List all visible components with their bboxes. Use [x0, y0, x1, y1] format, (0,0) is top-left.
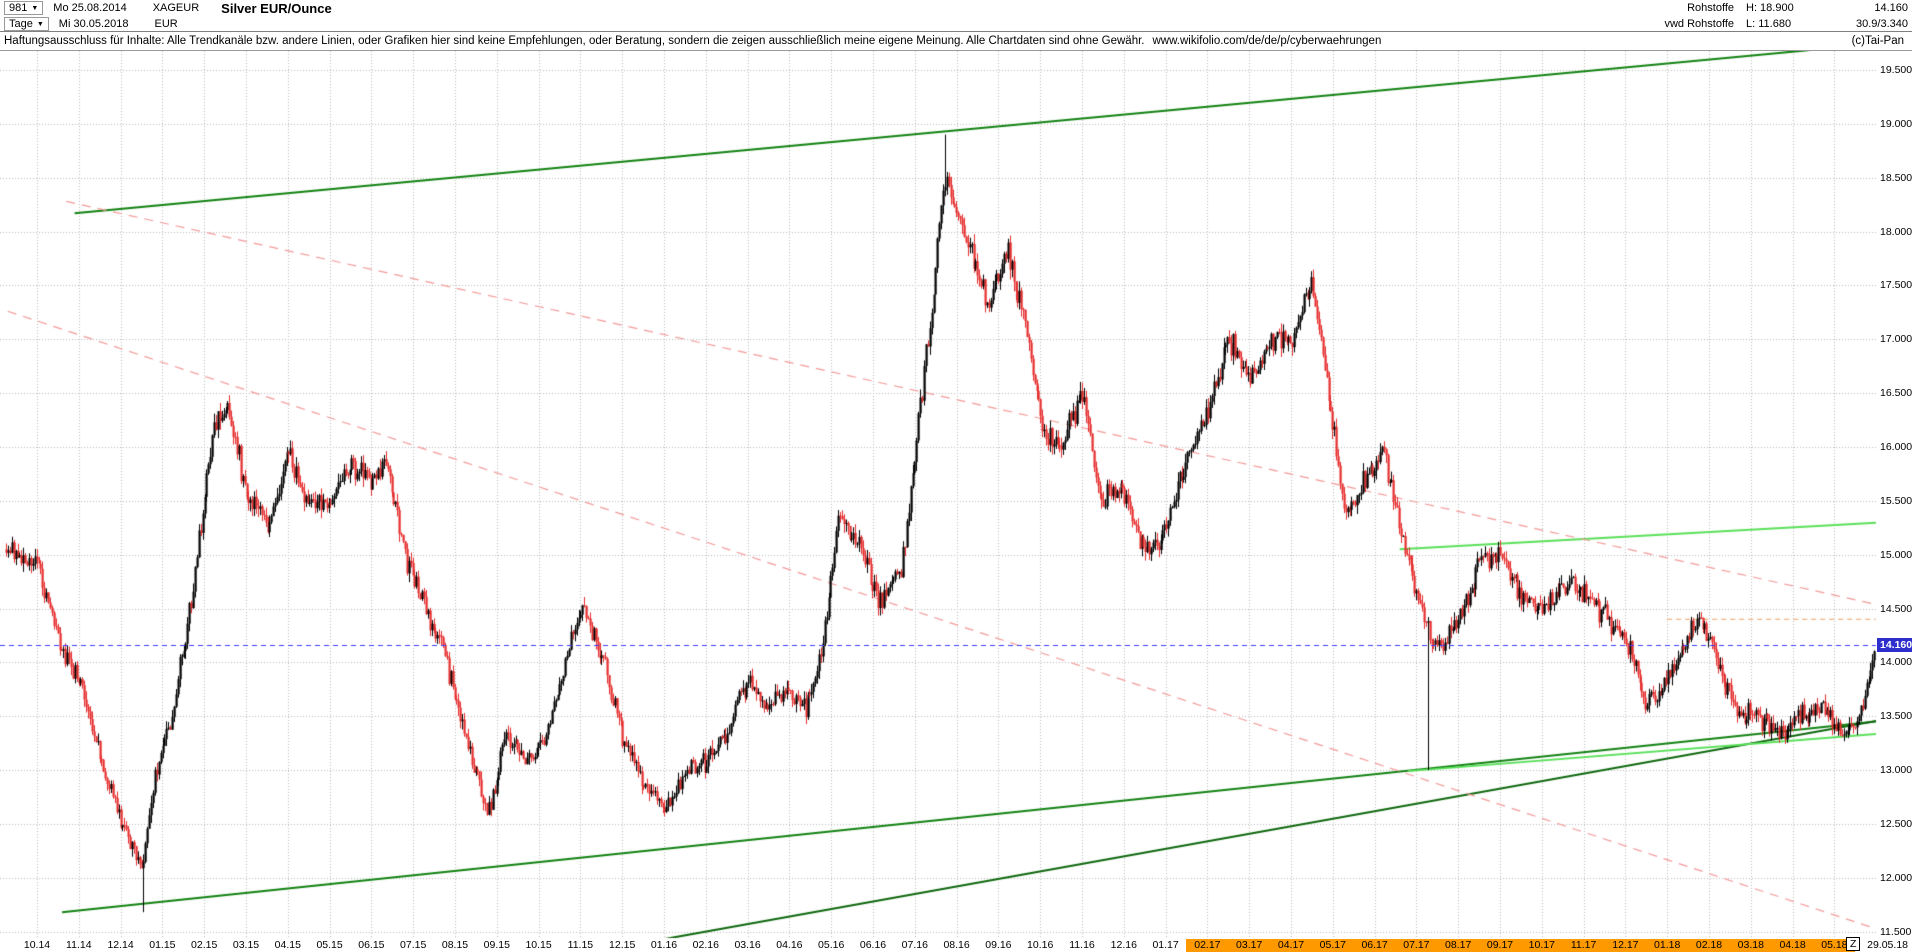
time-axis-label: 05.15 — [316, 939, 343, 951]
price-axis-label: 15.500 — [1880, 494, 1912, 507]
currency-label: EUR — [154, 18, 178, 30]
time-axis-label: 04.18 — [1771, 939, 1814, 952]
period-low-label: L: 11.680 — [1746, 18, 1792, 30]
price-axis-label: 19.000 — [1880, 117, 1912, 130]
time-axis-label: 01.17 — [1152, 939, 1179, 951]
time-axis-label: 09.17 — [1479, 939, 1521, 952]
time-axis-label: 07.15 — [400, 939, 427, 951]
time-axis-label: 10.16 — [1027, 939, 1054, 951]
time-axis-label: 03.18 — [1729, 939, 1772, 952]
price-axis-label: 12.500 — [1880, 817, 1912, 830]
time-axis-label: 10.14 — [23, 939, 51, 951]
time-axis-label: 03.17 — [1228, 939, 1271, 952]
time-axis-label: 09.15 — [483, 939, 510, 951]
price-axis-label: 16.500 — [1880, 387, 1912, 400]
time-axis-label: 07.16 — [901, 939, 928, 951]
price-axis-label: 18.000 — [1880, 225, 1912, 238]
feed-source: vwd Rohstoffe — [1664, 18, 1734, 30]
price-axis-label: 17.000 — [1880, 333, 1912, 346]
feed-name: Rohstoffe — [1687, 2, 1734, 14]
time-axis-label: 11.14 — [66, 939, 92, 951]
time-axis-label: 08.17 — [1437, 939, 1480, 952]
price-axis-label: 17.500 — [1880, 279, 1912, 292]
disclaimer-url: www.wikifolio.com/de/de/p/cyberwaehrunge… — [1152, 35, 1382, 47]
time-axis-label: 02.18 — [1688, 939, 1730, 952]
period-high-label: H: 18.900 — [1746, 2, 1794, 14]
price-axis-label: 14.500 — [1880, 602, 1912, 615]
time-axis-label: 03.16 — [734, 939, 761, 951]
time-axis-label: 08.15 — [441, 939, 469, 951]
price-axis-label: 13.500 — [1880, 710, 1912, 723]
price-axis-label: 12.000 — [1880, 871, 1912, 884]
end-date-field[interactable]: Mi 30.05.2018 — [58, 18, 129, 30]
start-date-field[interactable]: Mo 25.08.2014 — [53, 2, 127, 14]
last-price-value: 14.160 — [1874, 2, 1908, 14]
time-axis-label: 11.15 — [567, 939, 594, 951]
time-axis-label: 05.16 — [818, 939, 845, 951]
time-axis-label: 12.15 — [609, 939, 636, 951]
disclaimer-text: Haftungsausschluss für Inhalte: Alle Tre… — [4, 35, 1145, 47]
copyright-label: (c)Tai-Pan — [1851, 35, 1904, 47]
last-price-tag: 14.160 — [1877, 638, 1912, 653]
time-axis-label: 02.16 — [692, 939, 719, 951]
time-axis-label: 01.15 — [149, 939, 176, 951]
bars-count-dropdown[interactable]: 981 ▼ — [4, 1, 44, 15]
time-axis-label: 05.18 — [1813, 939, 1856, 952]
time-axis-label: 06.15 — [358, 939, 385, 951]
time-axis-label: 02.17 — [1186, 939, 1229, 952]
price-axis-label: 15.000 — [1880, 548, 1912, 561]
time-axis-label: 04.15 — [274, 939, 301, 951]
time-axis-label: 11.16 — [1069, 939, 1095, 951]
chart-header: 981 ▼ Mo 25.08.2014 XAGEUR Silver EUR/Ou… — [0, 0, 1912, 32]
header-row-bottom: Tage ▼ Mi 30.05.2018 EUR vwd Rohstoffe L… — [0, 16, 1912, 32]
price-axis-label: 13.000 — [1880, 764, 1912, 777]
price-axis-label: 19.500 — [1880, 64, 1912, 76]
time-axis-label: 08.16 — [943, 939, 970, 951]
timeframe-dropdown[interactable]: Tage ▼ — [4, 17, 49, 31]
price-axis-label: 18.500 — [1880, 171, 1912, 184]
time-axis-label: 12.14 — [107, 939, 134, 951]
time-axis-label: 01.16 — [650, 939, 678, 951]
dropdown-arrow-icon: ▼ — [31, 4, 39, 12]
timeframe-value: Tage — [9, 18, 33, 30]
time-axis-label: 03.15 — [232, 939, 260, 951]
time-axis-label: 12.16 — [1110, 939, 1137, 951]
time-axis-label: 01.18 — [1646, 939, 1689, 952]
chart-title: Silver EUR/Ounce — [221, 0, 332, 16]
disclaimer-bar: Haftungsausschluss für Inhalte: Alle Tre… — [0, 32, 1912, 51]
time-axis-label: 04.17 — [1270, 939, 1312, 952]
bars-count-value: 981 — [9, 2, 28, 14]
dropdown-arrow-icon: ▼ — [36, 20, 44, 28]
time-axis-label: 06.17 — [1353, 939, 1396, 952]
time-axis-label: 10.15 — [525, 939, 552, 951]
header-row-top: 981 ▼ Mo 25.08.2014 XAGEUR Silver EUR/Ou… — [0, 0, 1912, 16]
time-axis-label: 02.15 — [191, 939, 218, 951]
price-axis-label: 11.500 — [1880, 925, 1912, 938]
time-axis-label: 07.17 — [1395, 939, 1438, 952]
symbol-field[interactable]: XAGEUR — [152, 2, 200, 14]
time-axis-label: 09.16 — [985, 939, 1012, 951]
time-axis-label: 12.17 — [1604, 939, 1647, 952]
time-axis-label: 05.17 — [1311, 939, 1354, 952]
chart-area[interactable]: 19.500 19.000 18.500 18.000 17.500 17.000 16.5… — [0, 51, 1912, 952]
price-axis-label: 16.000 — [1880, 440, 1912, 453]
price-axis-label: 14.000 — [1880, 656, 1912, 669]
time-axis-end-marker: Z — [1846, 937, 1861, 951]
price-chart-canvas[interactable] — [0, 51, 1912, 952]
time-axis-label: 10.17 — [1520, 939, 1563, 952]
time-axis-label: 11.17 — [1562, 939, 1605, 952]
time-axis-end-date: 29.05.18 — [1867, 939, 1908, 951]
time-axis-label: 06.16 — [859, 939, 887, 951]
time-axis-label: 04.16 — [776, 939, 803, 951]
secondary-value: 30.9/3.340 — [1856, 18, 1908, 30]
